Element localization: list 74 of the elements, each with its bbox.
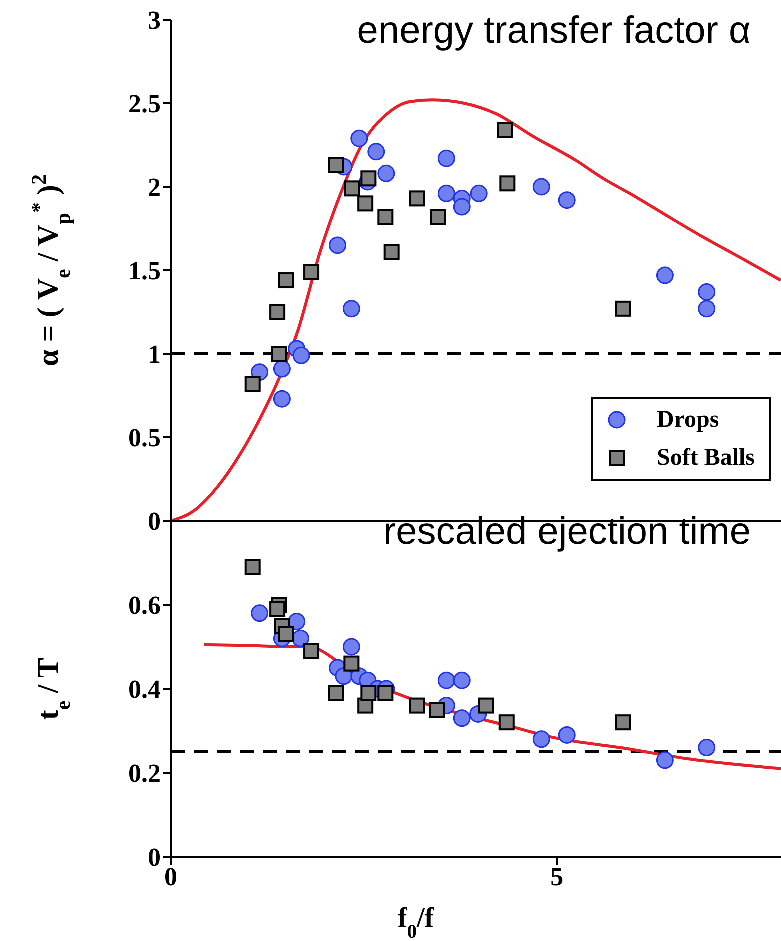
point	[342, 300, 360, 318]
point	[438, 150, 456, 168]
legend-label: Soft Balls	[656, 444, 755, 473]
point	[273, 360, 291, 378]
y-tick-label: 2.5	[128, 90, 161, 119]
point	[453, 672, 471, 690]
point	[497, 122, 514, 138]
y-tick-label: 0.2	[128, 759, 161, 788]
point	[271, 346, 288, 362]
point	[329, 236, 347, 254]
point	[292, 630, 310, 648]
point	[344, 180, 360, 197]
point	[615, 714, 632, 731]
point	[270, 304, 286, 320]
point	[244, 376, 261, 392]
point	[278, 272, 294, 289]
y-tick-label: 0	[148, 843, 161, 872]
point	[500, 176, 516, 192]
y-tick-label: 1	[148, 340, 161, 370]
y-tick-label: 0.5	[128, 424, 161, 453]
point	[470, 184, 488, 202]
x-tick-label: 5	[550, 862, 564, 892]
point	[532, 730, 550, 748]
point	[656, 752, 674, 770]
point	[304, 643, 320, 660]
point	[384, 244, 400, 260]
point	[342, 638, 360, 656]
y-tick-label: 0.6	[128, 591, 161, 620]
point	[328, 685, 344, 702]
point	[304, 264, 320, 280]
point	[478, 698, 494, 714]
point	[378, 685, 394, 702]
point	[378, 164, 396, 182]
point	[438, 184, 456, 202]
point	[360, 170, 377, 187]
point	[558, 192, 576, 210]
point	[438, 672, 456, 690]
point	[368, 143, 386, 161]
point	[244, 559, 261, 576]
chart-title: rescaled ejection time	[383, 511, 751, 554]
point	[328, 157, 344, 174]
point	[251, 604, 269, 622]
point	[532, 178, 550, 196]
point	[498, 714, 515, 731]
x-axis-title: f$_{0}$/f	[398, 903, 435, 941]
point	[453, 710, 471, 728]
point	[430, 209, 446, 226]
point	[350, 130, 368, 148]
point	[358, 196, 374, 212]
y-tick-label: 0	[148, 507, 161, 536]
point	[698, 739, 716, 757]
y-tick-label: 3	[148, 6, 161, 36]
point	[288, 613, 306, 631]
point	[656, 266, 674, 284]
point	[453, 198, 471, 216]
legend-label: Drops	[656, 406, 720, 435]
y-tick-label: 0.4	[128, 675, 161, 704]
chart-title: energy transfer factor α	[357, 10, 751, 53]
point	[615, 300, 632, 317]
point	[270, 601, 286, 618]
point	[378, 209, 394, 226]
point	[344, 656, 360, 672]
point	[698, 300, 716, 318]
point	[429, 702, 446, 718]
y-tick-label: 1.5	[128, 256, 161, 286]
y-tick-label: 2	[148, 173, 161, 202]
point	[292, 346, 310, 364]
point	[278, 626, 294, 642]
point	[558, 726, 576, 744]
point	[273, 390, 291, 408]
point	[360, 685, 377, 702]
point	[409, 190, 426, 207]
point	[698, 283, 716, 301]
point	[409, 698, 426, 714]
